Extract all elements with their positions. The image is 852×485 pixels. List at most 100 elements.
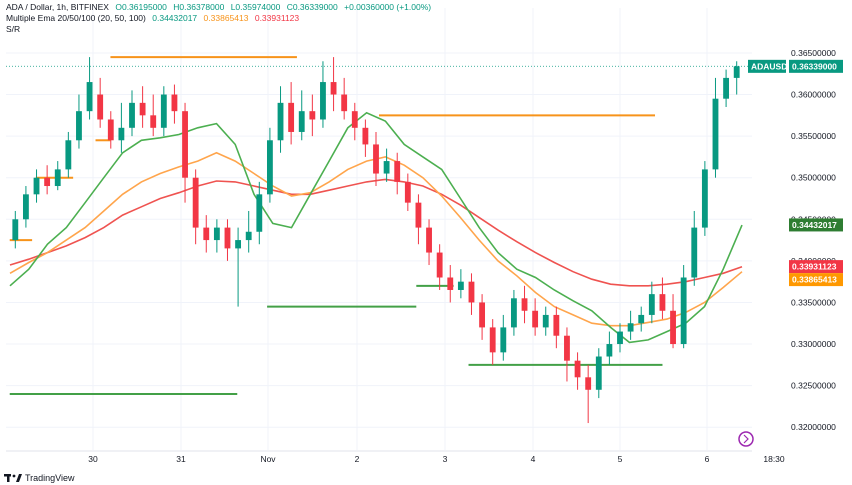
y-axis: 0.36500000 0.36000000 0.35500000 0.35000000…	[791, 48, 836, 432]
candle	[627, 310, 634, 340]
candle-body	[564, 335, 570, 361]
candle	[564, 327, 570, 382]
candle-body	[224, 227, 231, 249]
scale-label: S/R	[6, 24, 21, 34]
candle-body	[510, 298, 517, 328]
candle-body	[521, 298, 528, 311]
price-tag-value: 0.33865413	[792, 275, 837, 285]
candle-body	[54, 169, 61, 187]
candle	[553, 306, 560, 349]
indicator-ema50: 0.33865413	[203, 13, 249, 23]
candle	[245, 210, 252, 253]
candle-body	[617, 331, 623, 345]
candle	[86, 57, 93, 120]
candle-body	[436, 252, 443, 278]
candle-body	[648, 294, 655, 315]
brand-name: TradingView	[25, 473, 75, 483]
candle-body	[489, 327, 496, 353]
candle-body	[426, 227, 432, 253]
price-tag-value: 0.34432017	[792, 220, 837, 230]
candle-body	[701, 169, 708, 228]
candle	[670, 294, 676, 349]
candle-body	[192, 177, 199, 228]
header-indicator-line[interactable]: Multiple Ema 20/50/100 (20, 50, 100) 0.3…	[6, 13, 303, 24]
candle	[383, 148, 390, 182]
y-tick-label: 0.36500000	[791, 48, 836, 58]
candle	[182, 102, 188, 203]
candle-body	[277, 102, 284, 141]
x-tick-label: 5	[618, 454, 623, 464]
price-tag-box	[789, 218, 843, 232]
price-tag-value: 0.36339000	[792, 61, 837, 71]
candle-body	[309, 111, 316, 120]
candle-body	[351, 111, 358, 128]
candle	[22, 186, 29, 228]
candle-body	[404, 181, 411, 203]
candles	[12, 57, 740, 424]
candle	[373, 131, 379, 187]
candle-body	[712, 98, 719, 170]
price-tag-box	[789, 273, 843, 287]
candle-body	[542, 314, 549, 328]
candle-body	[362, 127, 369, 145]
candle-body	[256, 194, 263, 232]
candle	[648, 281, 655, 324]
candle-body	[203, 227, 210, 241]
candle-body	[33, 177, 40, 195]
candle-body	[500, 327, 507, 353]
x-tick-label: Nov	[260, 454, 276, 464]
candle-body	[680, 277, 687, 345]
candle	[489, 319, 496, 365]
candle-body	[160, 94, 167, 128]
footer[interactable]: TradingView	[4, 473, 75, 483]
x-axis: 30 31 Nov 2 3 4 5 6 18:30	[88, 454, 785, 464]
candle-body	[457, 281, 464, 290]
candle	[479, 294, 486, 340]
y-tick-label: 0.36000000	[791, 90, 836, 100]
y-tick-label: 0.32500000	[791, 381, 836, 391]
candle	[54, 161, 61, 191]
candle	[330, 57, 337, 112]
candle	[574, 352, 581, 390]
candle	[235, 227, 242, 307]
candle	[362, 119, 369, 157]
price-tags: ADAUSD 0.36339000 0.34432017 0.33931123 0.33…	[748, 59, 843, 287]
candle	[139, 86, 146, 128]
candle	[44, 165, 51, 195]
candle	[436, 244, 443, 290]
candle-body	[320, 82, 326, 120]
candle	[256, 181, 263, 245]
x-tick-label: 2	[355, 454, 360, 464]
candle	[129, 90, 135, 137]
candle-body	[479, 302, 486, 328]
price-tag: 0.33865413	[789, 273, 843, 287]
candle-body	[415, 202, 422, 228]
price-tag: ADAUSD 0.36339000	[748, 59, 843, 73]
candle	[404, 173, 411, 211]
candle	[415, 194, 422, 245]
header-change: +0.00360000 (+1.00%)	[344, 2, 432, 12]
candle	[288, 82, 295, 145]
candle	[595, 348, 602, 399]
candle-body	[298, 111, 305, 132]
header-scale-line: S/R	[6, 24, 24, 35]
price-tag-box	[789, 260, 843, 274]
candle-body	[65, 140, 72, 170]
candle-body	[553, 314, 560, 336]
candle-body	[733, 66, 740, 78]
candle	[213, 219, 220, 253]
candle	[712, 77, 719, 178]
price-tag-value: 0.33931123	[792, 262, 837, 272]
candle	[76, 94, 82, 149]
candle-body	[97, 94, 104, 120]
candle-body	[107, 119, 114, 141]
candle-body	[468, 281, 475, 303]
candle-body	[22, 194, 29, 220]
grid	[6, 8, 752, 452]
y-tick-label: 0.33500000	[791, 297, 836, 307]
candle	[691, 210, 698, 286]
x-tick-label: 3	[443, 454, 448, 464]
candle-body	[129, 102, 135, 128]
